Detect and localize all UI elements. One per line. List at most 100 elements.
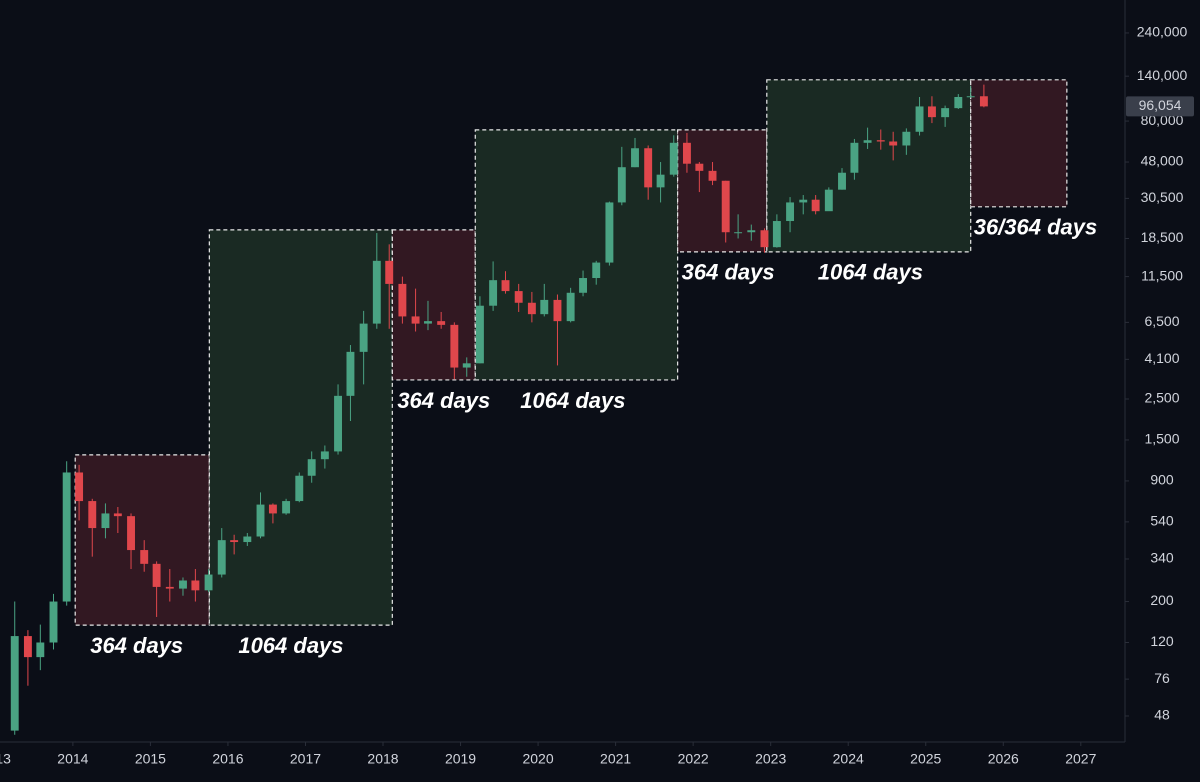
candle-body bbox=[656, 174, 665, 188]
region-label: 364 days bbox=[682, 260, 775, 285]
x-tick-label: 2018 bbox=[367, 751, 398, 767]
x-tick-label: 2021 bbox=[600, 751, 631, 767]
y-tick-label: 540 bbox=[1150, 513, 1174, 529]
candle-body bbox=[514, 291, 523, 303]
y-tick-label: 76 bbox=[1154, 670, 1170, 686]
candle-body bbox=[579, 278, 588, 293]
y-tick-label: 4,100 bbox=[1144, 350, 1179, 366]
candle-body bbox=[152, 563, 161, 587]
candles bbox=[10, 84, 988, 735]
y-tick-label: 120 bbox=[1150, 633, 1174, 649]
y-tick-label: 11,500 bbox=[1141, 267, 1183, 283]
candle-body bbox=[101, 513, 110, 529]
y-tick-label: 48 bbox=[1154, 707, 1170, 723]
candle-body bbox=[902, 131, 911, 146]
candle-body bbox=[165, 586, 174, 589]
candle-body bbox=[256, 504, 265, 537]
candle-body bbox=[320, 451, 329, 460]
candle-body bbox=[592, 262, 601, 279]
candle-body bbox=[127, 516, 135, 551]
candle-body bbox=[708, 170, 717, 181]
region-label: 364 days bbox=[397, 388, 490, 413]
candle-body bbox=[876, 140, 885, 142]
price-tag bbox=[1126, 96, 1194, 117]
candle-body bbox=[941, 108, 950, 118]
candle-body bbox=[475, 305, 484, 364]
candle-body bbox=[437, 321, 446, 325]
candle-body bbox=[799, 199, 808, 203]
region-label: 1064 days bbox=[238, 633, 343, 658]
cycle-region bbox=[474, 129, 679, 381]
x-tick-label: 2024 bbox=[833, 751, 864, 767]
candle-body bbox=[824, 189, 833, 212]
cycle-region bbox=[74, 454, 210, 626]
candle-body bbox=[838, 172, 846, 190]
x-tick-label: 2015 bbox=[135, 751, 166, 767]
y-tick-label: 18,500 bbox=[1141, 229, 1184, 245]
x-tick-label: 2020 bbox=[522, 751, 553, 767]
candle-body bbox=[721, 180, 730, 233]
cycle-region bbox=[766, 79, 972, 253]
x-tick-label: 2019 bbox=[445, 751, 476, 767]
candle-body bbox=[747, 230, 756, 233]
candle-body bbox=[307, 459, 316, 476]
candle-body bbox=[462, 363, 471, 368]
candle-body bbox=[695, 163, 704, 171]
candle-body bbox=[605, 202, 614, 263]
candle-body bbox=[450, 324, 459, 368]
y-tick-label: 6,500 bbox=[1144, 313, 1179, 329]
candle-body bbox=[915, 106, 924, 132]
y-tick-label: 200 bbox=[1150, 592, 1174, 608]
candle-body bbox=[501, 280, 510, 292]
candle-body bbox=[230, 540, 239, 543]
x-tick-label: 2017 bbox=[290, 751, 321, 767]
candle-body bbox=[191, 580, 200, 591]
x-tick-label: 2022 bbox=[678, 751, 709, 767]
candle-body bbox=[669, 142, 678, 175]
candle-body bbox=[889, 141, 898, 146]
candle-body bbox=[398, 283, 407, 317]
candle-body bbox=[489, 280, 498, 306]
y-tick-label: 140,000 bbox=[1137, 67, 1188, 83]
candle-body bbox=[979, 96, 988, 107]
candle-body bbox=[268, 504, 277, 514]
candle-body bbox=[113, 513, 122, 517]
region-label: 1064 days bbox=[818, 260, 923, 285]
candle-body bbox=[140, 550, 149, 564]
candle-body bbox=[62, 472, 71, 602]
candle-body bbox=[359, 323, 368, 352]
candle-body bbox=[36, 642, 45, 658]
candle-body bbox=[334, 395, 342, 452]
candle-body bbox=[850, 142, 859, 173]
candle-body bbox=[540, 299, 549, 315]
candle-body bbox=[204, 574, 213, 591]
candle-body bbox=[217, 540, 226, 575]
region-label: 364 days bbox=[90, 633, 183, 658]
candle-body bbox=[954, 96, 963, 109]
x-tick-label: 2016 bbox=[212, 751, 243, 767]
candle-body bbox=[10, 636, 19, 731]
y-tick-label: 48,000 bbox=[1141, 153, 1184, 169]
y-tick-label: 340 bbox=[1150, 550, 1174, 566]
candle-body bbox=[88, 501, 97, 529]
price-tag-label: 96,054 bbox=[1139, 97, 1182, 113]
candle-body bbox=[346, 351, 355, 396]
candle-body bbox=[179, 580, 187, 589]
candle-body bbox=[527, 302, 536, 315]
candle-body bbox=[760, 230, 769, 248]
x-tick-label: 2026 bbox=[988, 751, 1019, 767]
candle-body bbox=[772, 221, 781, 248]
x-tick-label: 2023 bbox=[755, 751, 786, 767]
candle-body bbox=[811, 199, 820, 212]
candle-body bbox=[631, 148, 639, 168]
candle-body bbox=[372, 260, 381, 324]
candle-body bbox=[734, 232, 743, 234]
x-tick-label: 2025 bbox=[910, 751, 941, 767]
candle-body bbox=[75, 472, 84, 502]
candle-body bbox=[553, 299, 562, 322]
y-tick-label: 2,500 bbox=[1144, 390, 1179, 406]
y-tick-label: 900 bbox=[1150, 472, 1174, 488]
y-tick-label: 240,000 bbox=[1137, 24, 1188, 40]
regions: 364 days 1064 days 364 days 1064 days 364 da… bbox=[74, 79, 1097, 658]
